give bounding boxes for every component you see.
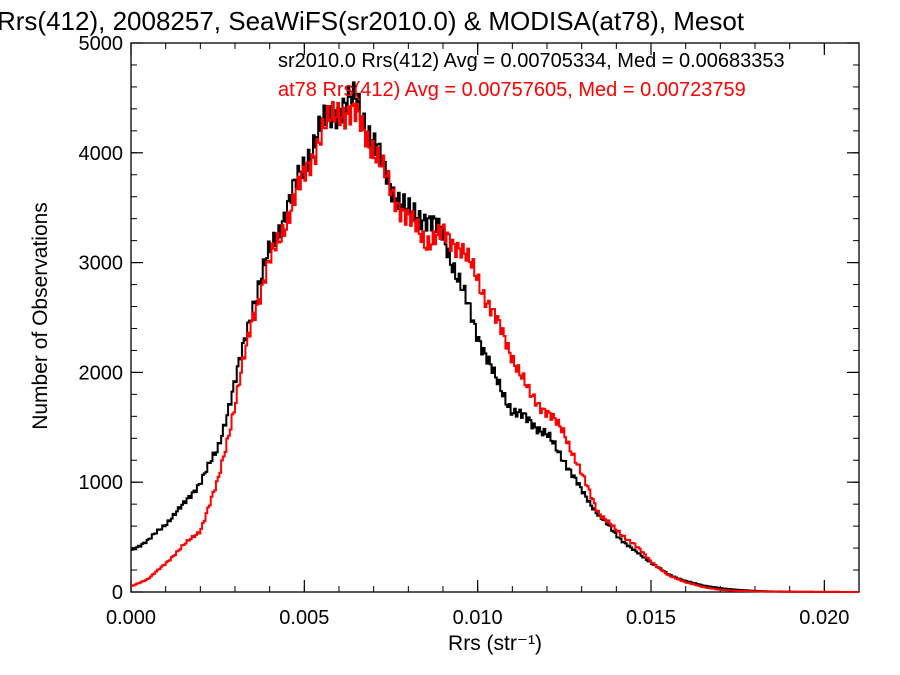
x-axis-label: Rrs (str⁻¹): [448, 632, 542, 655]
y-tick-label: 1000: [79, 472, 124, 494]
x-tick-label: 0.005: [279, 607, 329, 629]
y-tick-label: 2000: [79, 362, 124, 384]
legend-entry-sr2010: sr2010.0 Rrs(412) Avg = 0.00705334, Med …: [278, 50, 785, 72]
series-layer: [131, 81, 859, 593]
y-tick-label: 0: [112, 582, 123, 604]
x-tick-label: 0.020: [799, 607, 849, 629]
legend-entry-at78: at78 Rrs(412) Avg = 0.00757605, Med = 0.…: [278, 79, 746, 101]
series-line-sr2010.0: [131, 81, 859, 593]
y-tick-label: 5000: [79, 33, 124, 55]
x-axis: 0.000 0.005 0.010 0.015 0.020: [106, 43, 860, 629]
plot-frame: [130, 42, 860, 593]
y-axis-label: Number of Observations: [29, 202, 52, 430]
x-tick-label: 0.000: [106, 607, 156, 629]
x-tick-label: 0.015: [626, 607, 676, 629]
x-tick-label: 0.010: [453, 607, 503, 629]
y-tick-label: 3000: [79, 253, 124, 275]
chart-title: Rrs(412), 2008257, SeaWiFS(sr2010.0) & M…: [0, 6, 745, 36]
y-axis: 0 1000 2000 3000 4000 5000: [79, 33, 859, 604]
series-line-at78: [131, 100, 859, 593]
y-tick-label: 4000: [79, 143, 124, 165]
